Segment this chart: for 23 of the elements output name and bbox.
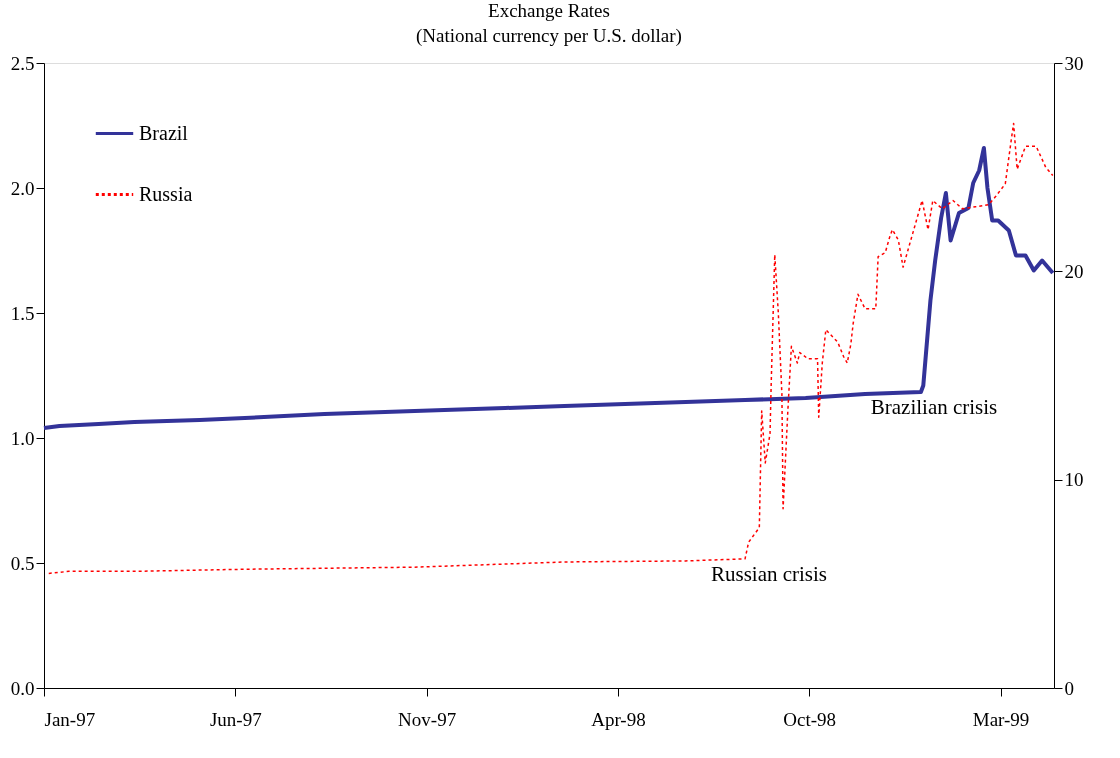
annotation: Brazilian crisis [870, 395, 998, 419]
x-tick-label: Jan-97 [44, 708, 96, 730]
x-tick-label: Oct-98 [783, 708, 837, 730]
chart-subtitle: (National currency per U.S. dollar) [416, 25, 682, 47]
annotation: Russian crisis [710, 562, 828, 586]
x-tick-label: Apr-98 [591, 708, 646, 730]
y-tick-label: 1.5 [10, 302, 35, 324]
y2-tick-label: 30 [1064, 52, 1084, 74]
x-tick-label: Nov-97 [398, 708, 457, 730]
y2-tick-label: 10 [1064, 469, 1084, 491]
y2-tick-label: 20 [1064, 260, 1084, 282]
chart-title: Exchange Rates [488, 0, 610, 21]
line-series [42, 146, 1055, 430]
x-tick-label: Mar-99 [972, 708, 1030, 730]
y-tick-label: 0.0 [10, 677, 35, 699]
x-tick-label: Jun-97 [209, 708, 262, 730]
y-tick-label: 2.5 [10, 52, 35, 74]
y-tick-label: 1.0 [10, 427, 35, 449]
y-tick-label: 2.0 [10, 177, 35, 199]
legend-label: Russia [139, 182, 193, 205]
legend-label: Brazil [139, 121, 189, 144]
y2-tick-label: 0 [1064, 677, 1074, 699]
y-tick-label: 0.5 [10, 552, 35, 574]
